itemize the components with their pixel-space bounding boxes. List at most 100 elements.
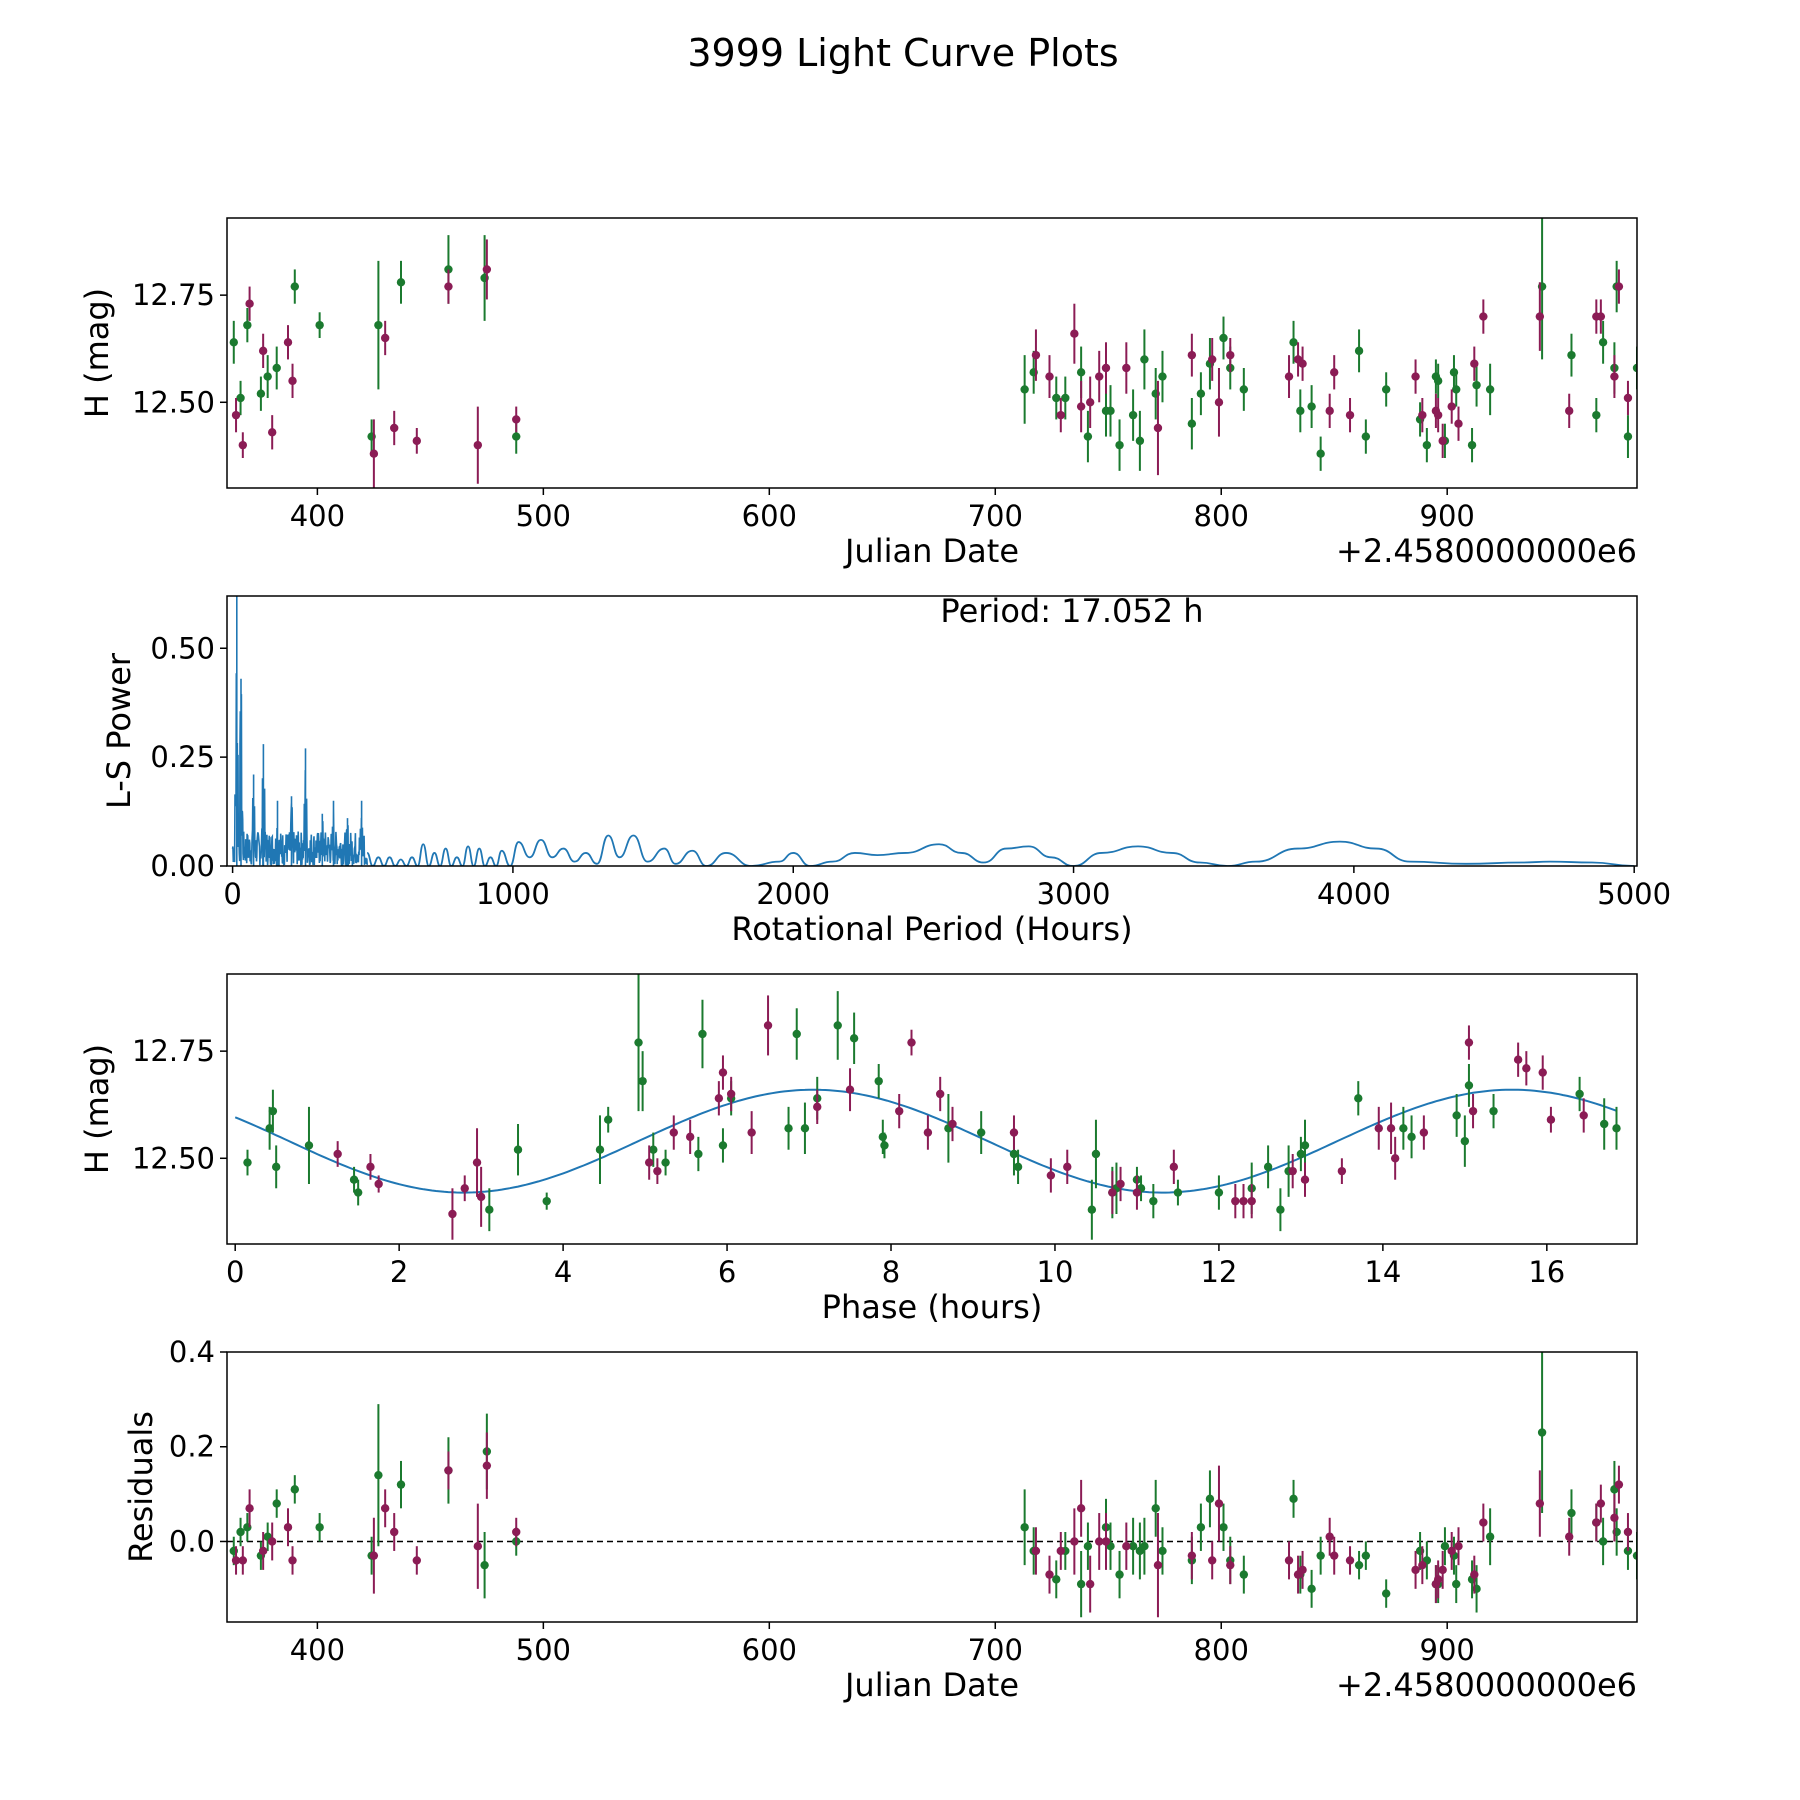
x-tick-label: 5000 (1597, 877, 1671, 911)
purple-data-point (288, 1556, 297, 1565)
x-tick-label: 1000 (476, 877, 550, 911)
purple-data-point (1411, 372, 1420, 381)
purple-data-point (1076, 1504, 1086, 1513)
purple-data-point (267, 428, 277, 437)
purple-data-point (923, 1128, 933, 1137)
green-data-point (1467, 440, 1477, 450)
purple-data-point (1045, 372, 1054, 381)
green-data-point (290, 282, 299, 291)
purple-data-point (653, 1166, 662, 1176)
purple-data-point (1447, 402, 1456, 411)
phased-axes-frame (226, 973, 1638, 1245)
purple-data-point (1418, 1560, 1427, 1570)
green-data-point (1361, 1551, 1371, 1560)
purple-data-point (283, 338, 293, 347)
purple-data-point (412, 436, 422, 446)
green-data-point (1052, 1575, 1061, 1584)
purple-data-point (813, 1102, 822, 1112)
green-data-point (1149, 1196, 1158, 1206)
purple-data-point (895, 1106, 904, 1116)
green-data-point (1289, 1494, 1298, 1504)
green-data-point (1158, 372, 1167, 381)
residuals-marks (227, 1352, 1637, 1618)
purple-data-point (1513, 1055, 1523, 1064)
purple-data-point (1433, 410, 1443, 420)
green-data-point (1219, 1523, 1228, 1532)
purple-data-point (907, 1038, 916, 1047)
phased-ticks: 0 2 4 6 8 10 12 14 16 12.50 12.75 (132, 1034, 1565, 1289)
residuals-xlabel: Julian Date (843, 1666, 1019, 1704)
purple-data-point (245, 1504, 254, 1513)
periodogram-ticks: 0 1000 2000 3000 4000 5000 0.00 0.25 0.50 (150, 631, 1671, 911)
green-data-point (374, 1470, 383, 1480)
purple-data-point (245, 299, 254, 308)
x-tick-label: 500 (516, 499, 571, 533)
purple-data-point (1122, 1542, 1131, 1551)
green-data-point (542, 1196, 551, 1206)
green-data-point (1020, 1523, 1029, 1532)
panel-phased: 0 2 4 6 8 10 12 14 16 12.50 12.75 Phase (hours) H … (78, 973, 1638, 1326)
purple-data-point (512, 1527, 521, 1537)
green-data-point (1289, 338, 1298, 347)
green-data-point (1196, 389, 1206, 398)
purple-data-point (1390, 1154, 1400, 1163)
x-tick-label: 2 (390, 1255, 408, 1289)
green-data-point (1296, 1149, 1306, 1159)
green-data-point (1592, 410, 1601, 420)
purple-data-point (1231, 1196, 1240, 1206)
green-data-point (1158, 1546, 1167, 1556)
x-tick-label: 900 (1420, 1633, 1475, 1667)
green-data-point (271, 1162, 281, 1172)
green-data-point (1239, 385, 1249, 394)
green-data-point (1151, 1504, 1160, 1513)
green-data-point (1009, 1149, 1019, 1159)
x-tick-label: 500 (516, 1633, 571, 1667)
residuals-ylabel: Residuals (122, 1411, 160, 1563)
purple-data-point (747, 1128, 756, 1137)
purple-data-point (288, 376, 297, 386)
purple-data-point (845, 1085, 855, 1094)
green-data-point (1239, 1570, 1249, 1579)
purple-data-point (1535, 312, 1545, 321)
green-data-point (1354, 1094, 1363, 1103)
purple-data-point (1284, 1556, 1294, 1565)
green-data-point (315, 320, 324, 330)
green-data-point (349, 1175, 359, 1184)
purple-data-point (1337, 1166, 1347, 1176)
purple-data-point (1300, 1175, 1310, 1184)
x-tick-label: 600 (742, 1633, 797, 1667)
purple-data-point (238, 440, 248, 450)
green-data-point (718, 1141, 728, 1150)
periodogram-axes-frame (226, 595, 1638, 867)
green-data-point (595, 1145, 605, 1154)
purple-data-point (1418, 410, 1427, 420)
green-data-point (1020, 385, 1029, 394)
green-data-point (694, 1149, 703, 1159)
purple-data-point (1288, 1166, 1297, 1176)
purple-data-point (231, 410, 241, 420)
green-data-point (1140, 355, 1149, 364)
purple-data-point (1207, 355, 1217, 364)
green-data-point (1612, 1124, 1621, 1133)
purple-data-point (1479, 1518, 1488, 1527)
green-data-point (243, 320, 252, 330)
green-data-point (849, 1034, 859, 1043)
x-tick-label: 700 (968, 499, 1023, 533)
purple-data-point (1522, 1064, 1531, 1073)
purple-data-point (1247, 1196, 1256, 1206)
figure-title: 3999 Light Curve Plots (687, 31, 1118, 75)
green-data-point (1381, 385, 1391, 394)
purple-data-point (1438, 1565, 1447, 1575)
purple-data-point (1325, 406, 1334, 416)
purple-data-point (380, 333, 390, 343)
purple-data-point (1298, 359, 1307, 368)
green-data-point (229, 338, 238, 347)
green-data-point (1316, 1551, 1325, 1560)
green-data-point (1140, 1542, 1149, 1551)
green-data-point (1354, 1560, 1364, 1570)
purple-data-point (644, 1158, 654, 1167)
x-tick-label: 0 (223, 877, 241, 911)
purple-data-point (685, 1132, 695, 1142)
x-tick-label: 800 (1194, 499, 1249, 533)
green-data-point (512, 432, 521, 441)
